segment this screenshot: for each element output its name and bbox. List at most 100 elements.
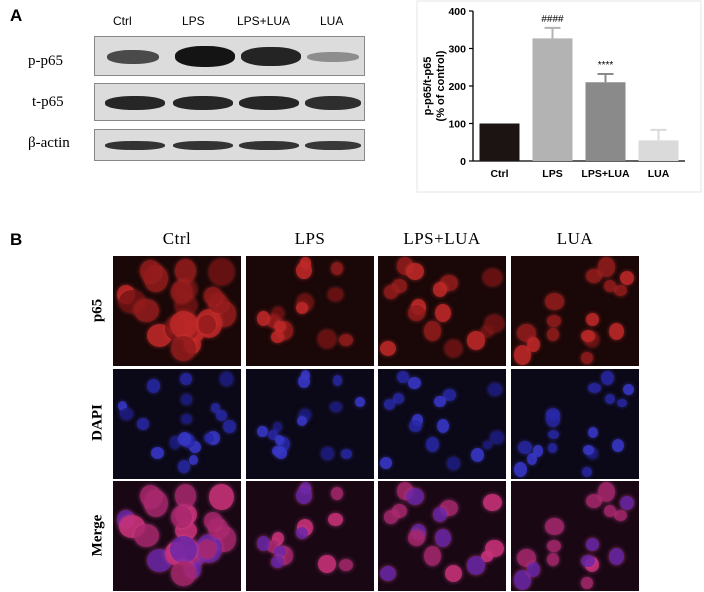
cell-blob [271, 331, 284, 344]
significance-marker: #### [541, 14, 564, 25]
micrograph-tile [378, 481, 506, 591]
cell-blob [608, 323, 625, 341]
cell-blob [297, 416, 308, 427]
cell-blob [597, 482, 616, 503]
y-tick-label: 300 [448, 44, 466, 56]
blot-lane-label-lps: LPS [182, 14, 205, 28]
cell-blob [327, 287, 343, 302]
cell-blob [608, 548, 625, 566]
bar-chart: p-p65/t-p65 (% of control) 0 100 200 300 400… [416, 0, 702, 193]
cell-blob [547, 429, 559, 440]
cell-blob [582, 466, 592, 477]
cell-blob [330, 486, 343, 501]
cell-blob [583, 445, 594, 455]
cell-blob [544, 518, 564, 535]
cell-blob [170, 535, 197, 563]
micrograph-tile [511, 256, 639, 366]
cell-blob [532, 445, 544, 457]
cell-blob [546, 314, 562, 328]
cell-blob [147, 379, 160, 393]
cell-blob [620, 270, 635, 285]
cell-blob [434, 303, 451, 323]
cell-blob [272, 307, 285, 321]
cell-blob [587, 427, 599, 439]
cell-blob [546, 539, 562, 553]
cell-blob [209, 258, 234, 285]
cell-blob [481, 551, 493, 562]
cell-blob [180, 372, 192, 385]
blot-row-label-p-p65: p-p65 [28, 53, 63, 69]
cell-blob [517, 441, 532, 455]
cell-blob [467, 331, 485, 350]
blot-band [239, 96, 299, 110]
blot-band [173, 96, 233, 110]
cell-blob [585, 493, 603, 509]
cell-blob [580, 576, 593, 589]
blot-band [239, 141, 299, 150]
cell-blob [546, 412, 560, 427]
cell-blob [177, 432, 191, 446]
cell-blob [581, 329, 596, 342]
cell-blob [444, 565, 462, 583]
cell-blob [614, 509, 627, 521]
blot-band [305, 96, 361, 110]
cell-blob [544, 293, 564, 310]
cell-blob [223, 419, 236, 434]
cell-blob [616, 398, 627, 408]
cell-blob [203, 287, 222, 305]
cell-blob [327, 512, 343, 527]
cell-blob [274, 545, 286, 558]
blot-band [107, 50, 159, 64]
cell-blob [150, 446, 164, 459]
cell-blob [423, 321, 442, 342]
cell-blob [297, 374, 310, 389]
cell-blob [407, 376, 421, 390]
bar-lua [638, 140, 679, 161]
cell-blob [181, 414, 193, 424]
cell-blob [274, 320, 286, 333]
bar-lps-lua [585, 82, 626, 161]
chart-ylabel: p-p65/t-p65 [422, 57, 434, 116]
cell-blob [513, 345, 532, 365]
blot-lane-label-lua: LUA [320, 14, 344, 28]
blot-band [305, 141, 361, 150]
cell-blob [174, 484, 197, 508]
cell-blob [380, 457, 393, 469]
blot-lane-label-ctrl: Ctrl [113, 14, 132, 28]
blot-lane-label-lps-lua: LPS+LUA [237, 14, 291, 28]
cell-blob [601, 370, 615, 386]
blot-band [175, 46, 235, 67]
cell-blob [210, 403, 221, 413]
cell-blob [140, 259, 161, 282]
cell-blob [355, 397, 365, 407]
cell-blob [489, 430, 504, 444]
cell-blob [623, 384, 635, 396]
micro-col-label-lps: LPS [294, 229, 326, 248]
cell-blob [296, 261, 312, 280]
cell-blob [485, 539, 504, 558]
cell-blob [296, 527, 309, 540]
cell-blob [330, 402, 342, 413]
cell-blob [198, 539, 216, 559]
cell-blob [117, 400, 128, 412]
cell-blob [585, 268, 603, 284]
chart-panel-border [416, 0, 702, 193]
cell-blob [136, 417, 150, 430]
cell-blob [513, 462, 527, 477]
blot-strip-beta-actin [94, 129, 365, 161]
cell-blob [338, 558, 353, 571]
cell-blob [407, 529, 425, 546]
cell-blob [380, 565, 397, 581]
cell-blob [513, 570, 532, 590]
cell-blob [380, 340, 397, 356]
cell-blob [580, 351, 593, 364]
micro-col-label-lua: LUA [556, 229, 594, 248]
blot-band [173, 141, 233, 150]
cell-blob [189, 441, 201, 454]
cell-blob [447, 457, 460, 470]
micrograph-tile [113, 369, 241, 479]
micrograph-tile [246, 256, 374, 366]
cell-blob [397, 370, 410, 384]
micrograph-tile [378, 369, 506, 479]
blot-band [105, 141, 165, 150]
